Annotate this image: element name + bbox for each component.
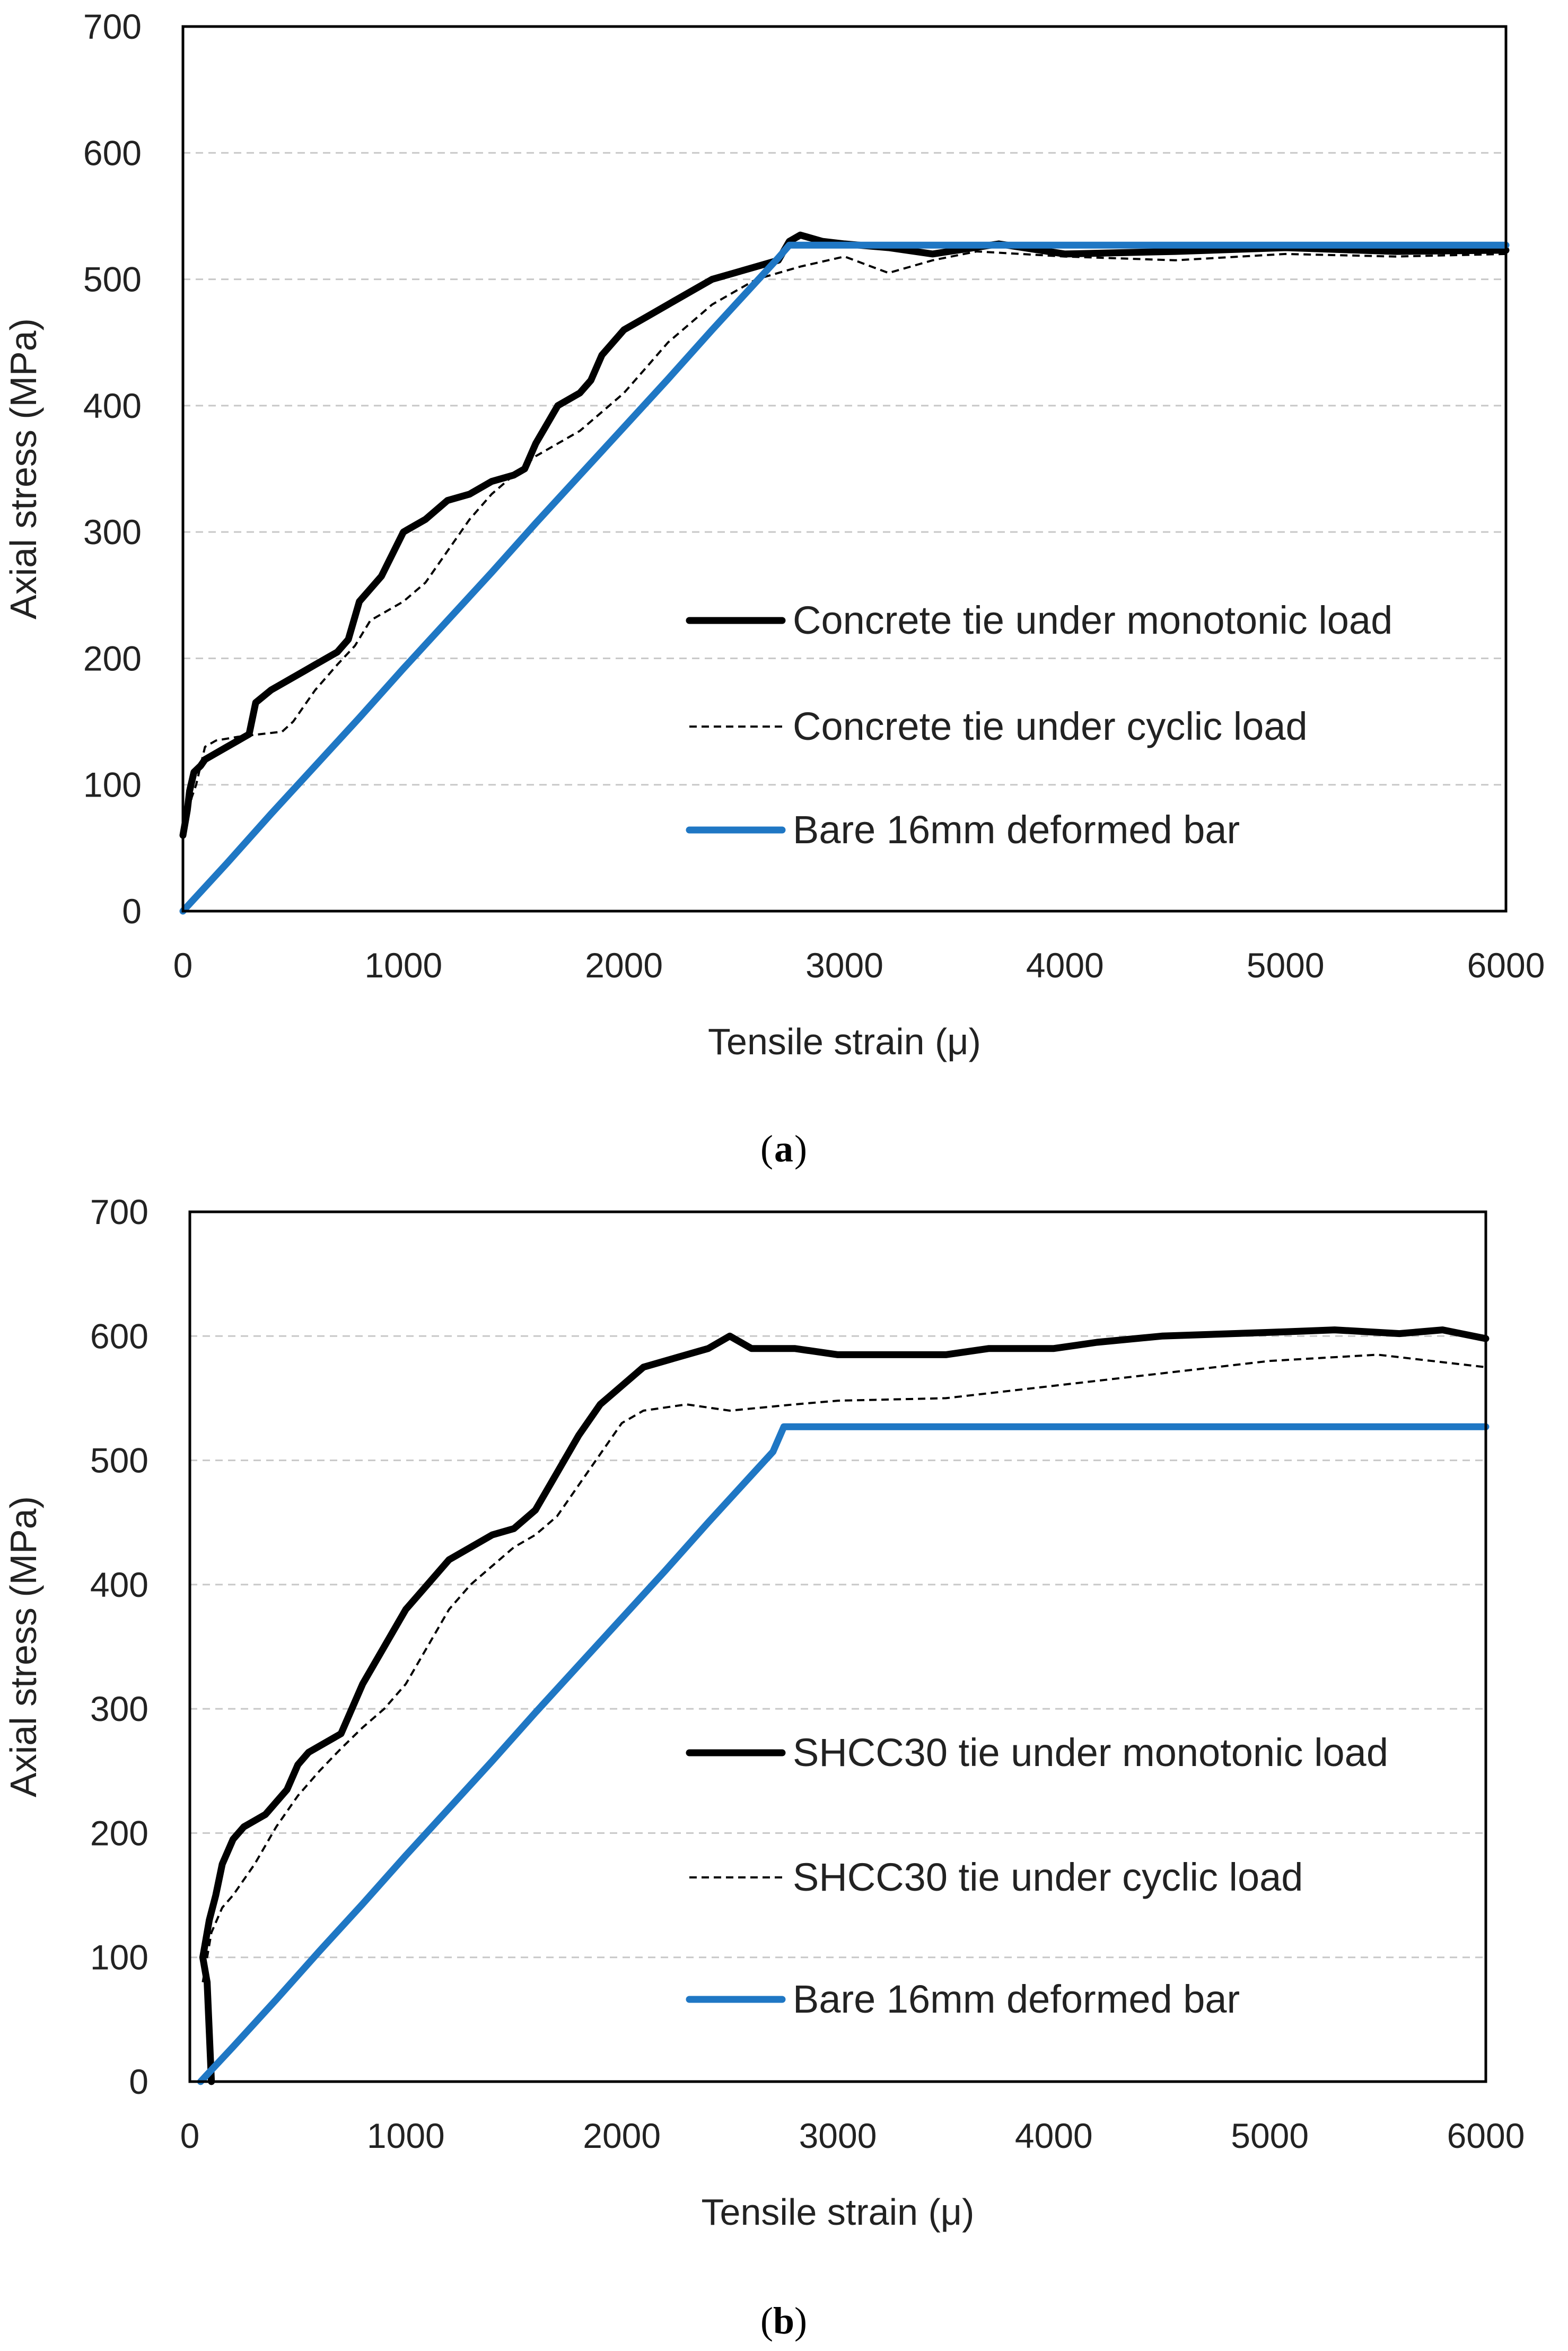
chart-b-x-tick-3000: 3000: [799, 2116, 877, 2155]
chart-b-plot-frame: [188, 1210, 1487, 2083]
chart-b-y-tick-700: 700: [90, 1192, 148, 1231]
chart-a-y-tick-500: 500: [83, 260, 142, 299]
chart-a-x-tick-labels: 0 1000 2000 3000 4000 5000 6000: [173, 946, 1545, 985]
chart-a-caption-close: ): [794, 1128, 807, 1170]
chart-b-x-tick-1000: 1000: [367, 2116, 445, 2155]
chart-b-y-tick-400: 400: [90, 1565, 148, 1604]
chart-b-legend: SHCC30 tie under monotonic load SHCC30 ti…: [686, 1731, 1388, 2021]
chart-b-y-tick-600: 600: [90, 1316, 148, 1356]
chart-a-x-axis-title: Tensile strain (μ): [708, 1021, 981, 1062]
chart-b-x-tick-6000: 6000: [1447, 2116, 1525, 2155]
chart-a-y-tick-100: 100: [83, 765, 142, 805]
chart-a-series-2-line: [179, 241, 1510, 915]
chart-a-series-0-line: [179, 231, 1510, 839]
chart-a-legend-label-0: Concrete tie under monotonic load: [793, 598, 1392, 642]
chart-a: 0 100 200 300 400 500 600 700 0 1000 2000 3000 4000…: [3, 7, 1545, 1170]
chart-b-y-axis-title: Axial stress (MPa): [3, 1496, 44, 1797]
chart-a-y-tick-400: 400: [83, 386, 142, 425]
chart-b-y-tick-300: 300: [90, 1689, 148, 1728]
chart-a-y-tick-200: 200: [83, 639, 142, 678]
chart-a-x-tick-4000: 4000: [1026, 946, 1104, 985]
chart-a-plot-frame: [181, 25, 1508, 913]
chart-b-series-2-line: [197, 1423, 1490, 2085]
chart-b-legend-label-0: SHCC30 tie under monotonic load: [793, 1731, 1388, 1775]
chart-b-legend-label-1: SHCC30 tie under cyclic load: [793, 1855, 1303, 1899]
chart-a-caption-open: (: [760, 1128, 773, 1170]
chart-b-series-0-line: [199, 1326, 1490, 2085]
chart-a-legend-label-2: Bare 16mm deformed bar: [793, 808, 1240, 852]
chart-a-legend: Concrete tie under monotonic load Concret…: [686, 598, 1392, 852]
chart-a-x-tick-5000: 5000: [1247, 946, 1325, 985]
chart-a-y-tick-0: 0: [122, 892, 142, 931]
chart-b-caption: b: [773, 2300, 794, 2342]
chart-a-series: [179, 231, 1510, 915]
chart-b-x-tick-labels: 0 1000 2000 3000 4000 5000 6000: [180, 2116, 1525, 2155]
chart-a-y-axis-title: Axial stress (MPa): [3, 318, 44, 619]
chart-b-legend-label-2: Bare 16mm deformed bar: [793, 1977, 1240, 2021]
chart-b: 0 100 200 300 400 500 600 700 0 1000 2000 3000 4000…: [3, 1192, 1525, 2342]
chart-a-y-tick-300: 300: [83, 512, 142, 552]
chart-b-series-1-line: [202, 1353, 1486, 1982]
chart-b-caption-close: ): [794, 2300, 807, 2342]
chart-a-y-tick-labels: 0 100 200 300 400 500 600 700: [83, 7, 142, 931]
chart-b-y-tick-500: 500: [90, 1441, 148, 1480]
chart-a-x-tick-0: 0: [173, 946, 193, 985]
chart-b-y-tick-100: 100: [90, 1938, 148, 1977]
chart-b-y-tick-200: 200: [90, 1813, 148, 1852]
chart-b-x-axis-title: Tensile strain (μ): [702, 2191, 975, 2233]
chart-a-x-tick-1000: 1000: [364, 946, 442, 985]
chart-b-series: [197, 1326, 1490, 2085]
chart-a-y-tick-700: 700: [83, 7, 142, 46]
chart-a-legend-label-1: Concrete tie under cyclic load: [793, 704, 1308, 748]
chart-a-series-1-line: [182, 250, 1506, 836]
chart-b-caption-open: (: [760, 2300, 773, 2342]
chart-b-y-tick-labels: 0 100 200 300 400 500 600 700: [90, 1192, 148, 2101]
chart-a-x-tick-3000: 3000: [805, 946, 883, 985]
chart-a-x-tick-6000: 6000: [1467, 946, 1545, 985]
chart-a-x-tick-2000: 2000: [585, 946, 663, 985]
chart-b-x-tick-5000: 5000: [1231, 2116, 1309, 2155]
chart-a-y-tick-600: 600: [83, 133, 142, 172]
chart-b-x-tick-4000: 4000: [1015, 2116, 1093, 2155]
chart-b-y-tick-0: 0: [129, 2062, 148, 2101]
chart-b-x-tick-0: 0: [180, 2116, 200, 2155]
chart-b-x-tick-2000: 2000: [583, 2116, 661, 2155]
chart-a-caption: a: [774, 1128, 793, 1170]
